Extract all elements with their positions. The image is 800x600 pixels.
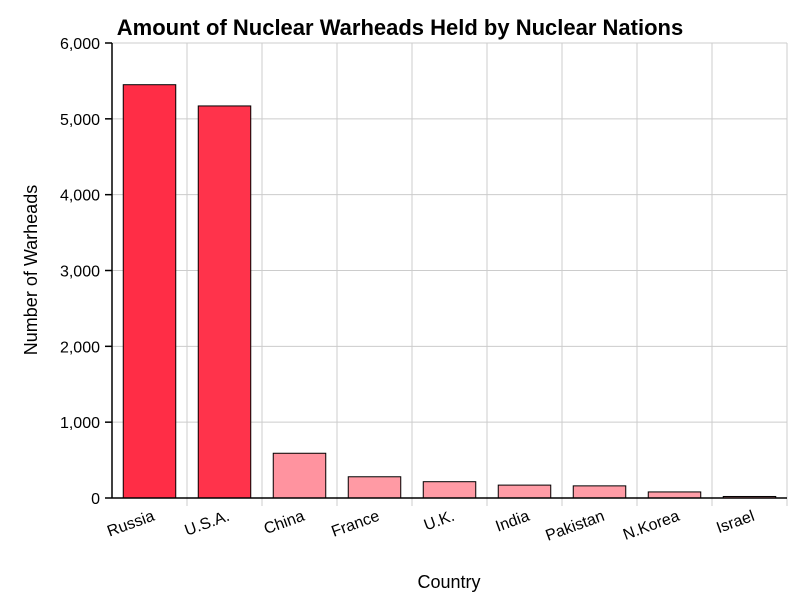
bar-pakistan (572, 485, 627, 499)
bar-russia (122, 84, 177, 499)
x-tick-label: U.K. (422, 508, 457, 535)
bar-u-s-a (197, 105, 252, 499)
x-tick-label: N.Korea (621, 508, 682, 544)
y-axis-ticks: 0 1,000 2,000 3,000 4,000 5,000 6,000 (60, 36, 112, 508)
x-tick-label: Russia (105, 508, 157, 541)
y-tick-label: 2,000 (60, 339, 100, 356)
y-tick-label: 1,000 (60, 415, 100, 432)
bars (122, 84, 777, 499)
y-tick-label: 6,000 (60, 36, 100, 53)
bar-u-k (422, 481, 477, 499)
x-axis-title: Country (417, 572, 480, 592)
y-tick-label: 3,000 (60, 264, 100, 281)
x-tick-label: Pakistan (543, 508, 606, 545)
bar-india (497, 484, 552, 499)
bar-n-korea (647, 491, 702, 499)
chart-title: Amount of Nuclear Warheads Held by Nucle… (117, 15, 683, 40)
x-axis-ticks: Russia U.S.A. China France U.K. India Pakistan… (105, 508, 757, 545)
y-tick-label: 4,000 (60, 188, 100, 205)
x-tick-label: France (329, 508, 382, 541)
x-tick-label: India (493, 508, 532, 536)
y-tick-label: 5,000 (60, 112, 100, 129)
x-tick-label: Israel (714, 508, 757, 537)
bar-france (347, 476, 402, 499)
y-tick-label: 0 (91, 491, 100, 508)
y-axis-title: Number of Warheads (21, 185, 41, 355)
x-tick-label: U.S.A. (183, 508, 232, 540)
bar-china (272, 452, 327, 499)
x-tick-label: China (262, 508, 307, 538)
